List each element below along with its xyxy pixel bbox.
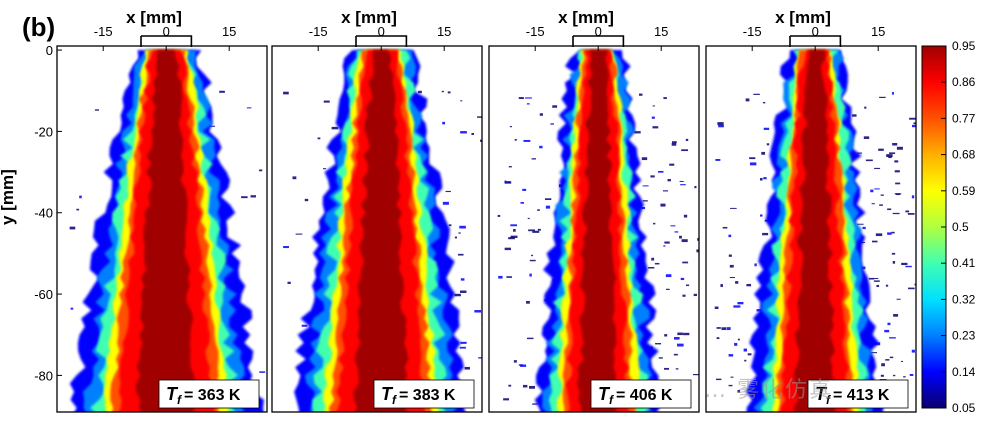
x-tick-label: 15 <box>222 24 236 39</box>
temperature-label: Tf = 383 K <box>381 384 456 407</box>
temperature-label: Tf = 406 K <box>598 384 673 407</box>
panel-4: -15 0 15 x [mm] Tf = 413 K <box>705 8 917 413</box>
x-tick-label: -15 <box>309 24 328 39</box>
spray-field <box>57 46 267 412</box>
x-tick-label: -15 <box>526 24 545 39</box>
x-tick-label: 0 <box>812 24 819 39</box>
x-tick-label: 15 <box>654 24 668 39</box>
colorbar-tick-label: 0.23 <box>952 329 976 343</box>
panel-3: -15 0 15 x [mm] Tf = 406 K <box>488 8 700 413</box>
watermark-text: … 雾化仿真 <box>704 378 833 403</box>
colorbar-tick-label: 0.77 <box>952 111 976 125</box>
x-tick-label: 0 <box>163 24 170 39</box>
y-tick-label: -20 <box>34 124 53 139</box>
temperature-label: Tf = 363 K <box>166 384 241 407</box>
nozzle-marker <box>355 35 408 47</box>
colorbar-tick-label: 0.68 <box>952 148 976 162</box>
colorbar-tick-label: 0.59 <box>952 184 976 198</box>
panel-frame <box>56 45 268 413</box>
x-axis-label: x [mm] <box>341 8 397 27</box>
x-axis-label: x [mm] <box>558 8 614 27</box>
panel-label: (b) <box>22 12 56 42</box>
nozzle-marker <box>572 35 625 47</box>
x-axis-label: x [mm] <box>126 8 182 27</box>
x-tick-label: -15 <box>743 24 762 39</box>
panel-frame <box>488 45 700 413</box>
nozzle-marker <box>789 35 842 47</box>
panel-frame <box>271 45 483 413</box>
x-axis-label: x [mm] <box>775 8 831 27</box>
panel-frame <box>705 45 917 413</box>
x-tick-label: -15 <box>94 24 113 39</box>
x-tick-label: 0 <box>378 24 385 39</box>
spray-field <box>272 46 482 412</box>
temperature-label: Tf = 413 K <box>815 384 890 407</box>
temperature-label-box <box>158 379 260 409</box>
temperature-label-box <box>373 379 475 409</box>
x-tick-label: 15 <box>871 24 885 39</box>
colorbar-tick-label: 0.41 <box>952 256 976 270</box>
x-tick-label: 15 <box>437 24 451 39</box>
spray-field <box>706 46 916 412</box>
colorbar-tick-label: 0.5 <box>952 220 969 234</box>
panel-2: -15 0 15 x [mm] Tf = 383 K <box>271 8 483 413</box>
nozzle-marker <box>140 35 193 47</box>
y-tick-label: 0 <box>46 43 53 58</box>
colorbar-tick-label: 0.14 <box>952 365 976 379</box>
y-tick-label: -60 <box>34 287 53 302</box>
y-tick-label: -80 <box>34 368 53 383</box>
colorbar-tick-label: 0.05 <box>952 401 976 415</box>
y-tick-label: -40 <box>34 206 53 221</box>
x-tick-label: 0 <box>595 24 602 39</box>
spray-field <box>489 46 699 412</box>
colorbar-tick-label: 0.32 <box>952 292 976 306</box>
temperature-label-box <box>590 379 692 409</box>
colorbar-tick-label: 0.95 <box>952 39 976 53</box>
colorbar-tick-label: 0.86 <box>952 75 976 89</box>
temperature-label-box <box>807 379 909 409</box>
